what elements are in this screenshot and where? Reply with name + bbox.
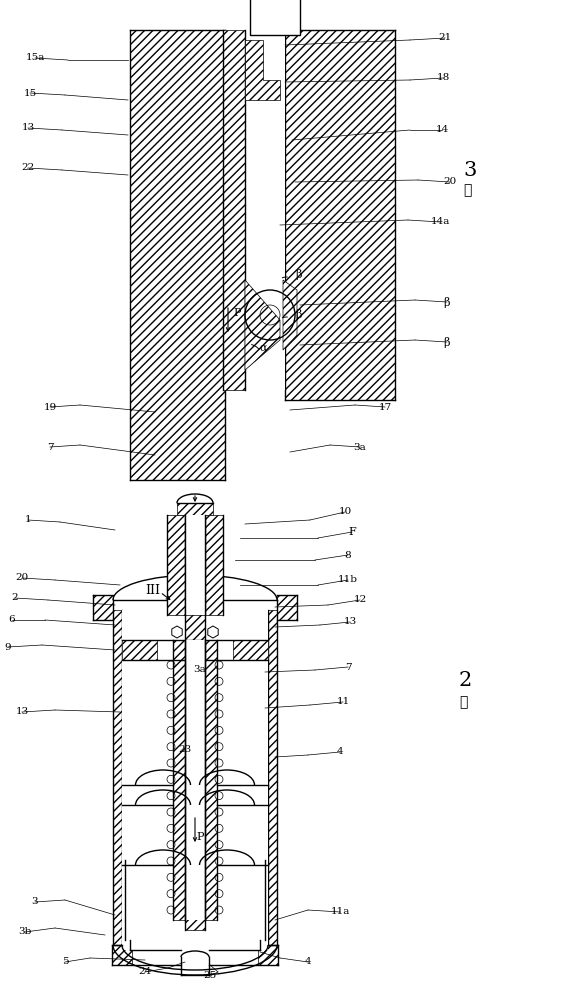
Text: 21: 21	[438, 33, 452, 42]
Text: 23: 23	[178, 746, 192, 754]
Bar	[113, 610, 122, 945]
Bar	[285, 30, 395, 400]
Text: 10: 10	[339, 508, 352, 516]
Bar	[250, 0, 300, 35]
Bar	[268, 610, 277, 945]
Text: 2: 2	[12, 593, 18, 602]
Bar	[112, 945, 132, 965]
Text: 12: 12	[353, 595, 366, 604]
Bar	[177, 503, 213, 515]
Bar	[93, 595, 113, 620]
Text: 1: 1	[24, 516, 31, 524]
Text: 图: 图	[459, 695, 467, 709]
Text: 22: 22	[22, 163, 35, 172]
Bar	[277, 595, 297, 620]
Text: 15: 15	[23, 89, 36, 98]
Text: 2: 2	[459, 670, 472, 690]
Text: P: P	[196, 832, 204, 842]
Text: 11: 11	[336, 698, 349, 706]
Bar	[122, 610, 268, 950]
Text: 3a: 3a	[193, 666, 207, 674]
Bar	[173, 640, 217, 920]
Text: 8: 8	[345, 550, 351, 560]
Text: 13: 13	[343, 617, 357, 626]
Text: 14: 14	[435, 125, 448, 134]
Text: β: β	[444, 296, 450, 308]
Polygon shape	[245, 40, 280, 100]
Bar	[258, 945, 278, 965]
Text: 13: 13	[22, 123, 35, 132]
Text: 3a: 3a	[353, 442, 366, 452]
Bar	[233, 640, 268, 660]
Text: 17: 17	[378, 402, 391, 412]
Bar	[167, 515, 223, 615]
Text: β: β	[296, 269, 302, 280]
Text: β: β	[444, 336, 450, 348]
Text: 13: 13	[15, 708, 28, 716]
Text: 19: 19	[43, 402, 57, 412]
Text: α: α	[259, 343, 267, 353]
Text: β: β	[296, 310, 302, 320]
Text: III: III	[146, 584, 160, 596]
Text: 3b: 3b	[18, 928, 32, 936]
Text: 3: 3	[32, 898, 38, 906]
Bar	[223, 30, 245, 390]
Text: 15a: 15a	[25, 53, 45, 62]
Bar	[185, 640, 205, 920]
Text: 3: 3	[463, 160, 477, 180]
Bar	[185, 515, 205, 615]
Bar	[122, 640, 157, 660]
Text: 5: 5	[61, 958, 68, 966]
Polygon shape	[283, 280, 297, 350]
Text: 14a: 14a	[430, 218, 450, 227]
Text: 4: 4	[337, 748, 343, 756]
Text: P: P	[233, 308, 241, 318]
Text: 7: 7	[345, 662, 351, 672]
Text: 25: 25	[203, 972, 217, 980]
Bar	[130, 30, 225, 480]
Text: 4: 4	[304, 958, 311, 966]
Polygon shape	[245, 280, 280, 370]
Bar	[225, 30, 285, 390]
Text: 9: 9	[5, 643, 11, 652]
Bar	[185, 510, 205, 930]
Text: 6: 6	[9, 615, 15, 624]
Text: 图: 图	[463, 183, 471, 197]
Text: 20: 20	[443, 178, 457, 186]
Text: 11a: 11a	[331, 908, 350, 916]
Text: 20: 20	[15, 574, 28, 582]
Text: 24: 24	[138, 968, 151, 976]
Bar	[185, 640, 205, 660]
Text: 7: 7	[47, 442, 53, 452]
Text: F: F	[348, 527, 356, 537]
Text: 18: 18	[436, 74, 450, 83]
Text: 11b: 11b	[338, 576, 358, 584]
